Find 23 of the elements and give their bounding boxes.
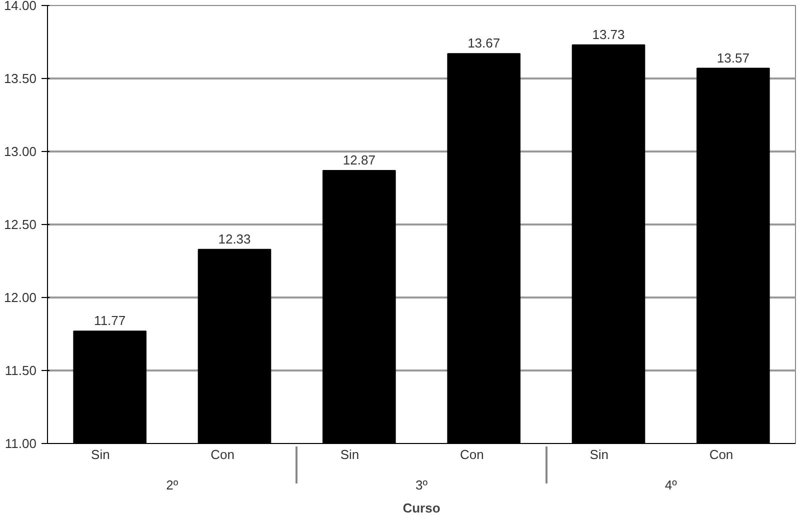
- text: 4º: [664, 478, 678, 492]
- data-label: 13.67: [468, 36, 500, 51]
- y-tick-label: 14.00: [4, 0, 37, 13]
- x-tick-label: Sin: [91, 447, 110, 462]
- y-tick-label: 13.50: [4, 71, 37, 86]
- y-tick-label: 12.50: [4, 217, 37, 232]
- data-label: 13.73: [592, 26, 625, 42]
- x-tick-label: Con: [210, 447, 235, 462]
- x-axis-title: Curso: [402, 500, 440, 516]
- x-tick-label: Con: [460, 447, 484, 462]
- x-tick-label: Sin: [340, 447, 360, 462]
- x-tick-label: Con: [709, 447, 734, 462]
- data-label: 12.33: [218, 231, 251, 246]
- y-tick-label: 12.00: [4, 290, 37, 305]
- y-tick-label: 11.50: [4, 363, 37, 378]
- data-label: 11.77: [94, 313, 126, 328]
- data-label: 13.57: [716, 50, 750, 66]
- text: 2º: [166, 478, 178, 492]
- y-tick-label: 13.00: [4, 144, 37, 159]
- text: 3º: [416, 478, 428, 492]
- data-label: 12.87: [342, 152, 376, 168]
- x-tick-label: Sin: [590, 447, 609, 462]
- y-tick-label: 11.00: [4, 436, 37, 451]
